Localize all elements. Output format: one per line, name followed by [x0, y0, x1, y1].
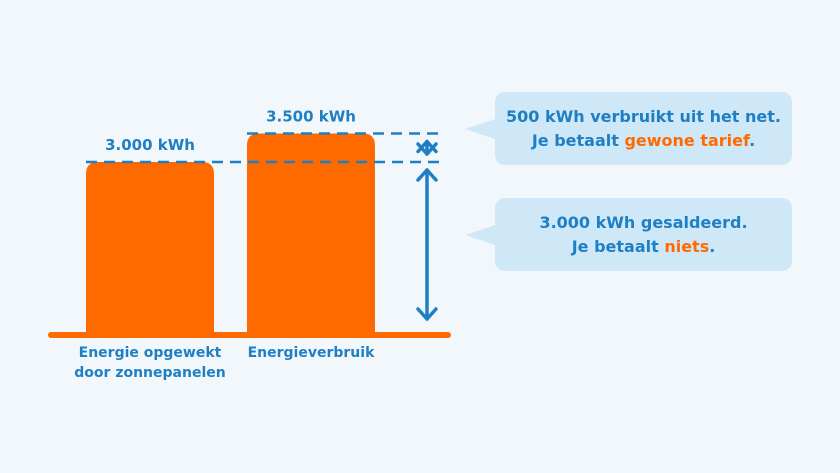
callout-netted-line2: Je betaalt niets.: [495, 235, 792, 259]
category-label-2: Energieverbruik: [248, 345, 375, 361]
callout-netted-prefix: Je betaalt: [571, 236, 665, 256]
callout-grid-usage-prefix: Je betaalt: [531, 130, 625, 150]
callout-netted: 3.000 kWh gesaldeerd. Je betaalt niets.: [465, 198, 792, 271]
bar-value-label-2: 3.500 kWh: [266, 108, 356, 126]
callout-netted-suffix: .: [709, 236, 716, 256]
callout-grid-usage-line2: Je betaalt gewone tarief.: [495, 129, 792, 153]
difference-arrow-head-down: [416, 142, 438, 156]
callout-grid-usage-suffix: .: [749, 130, 756, 150]
category-label-1: Energie opgewekt door zonnepanelen: [74, 345, 225, 381]
bar-1: [86, 162, 214, 333]
bar-2: [247, 133, 375, 333]
callout-netted-line1: 3.000 kWh gesaldeerd.: [539, 212, 748, 232]
callout-netted-highlight: niets: [664, 236, 710, 256]
netted-arrow-head-down: [416, 307, 438, 321]
callout-grid-usage-line1: 500 kWh verbruikt uit het net.: [506, 106, 781, 126]
netted-arrow-head-up: [416, 168, 438, 182]
callout-grid-usage-highlight: gewone tarief: [624, 130, 750, 150]
x-axis-baseline: [48, 332, 451, 338]
callout-grid-usage: 500 kWh verbruikt uit het net. Je betaal…: [465, 92, 792, 165]
bar-value-label-1: 3.000 kWh: [105, 136, 195, 154]
